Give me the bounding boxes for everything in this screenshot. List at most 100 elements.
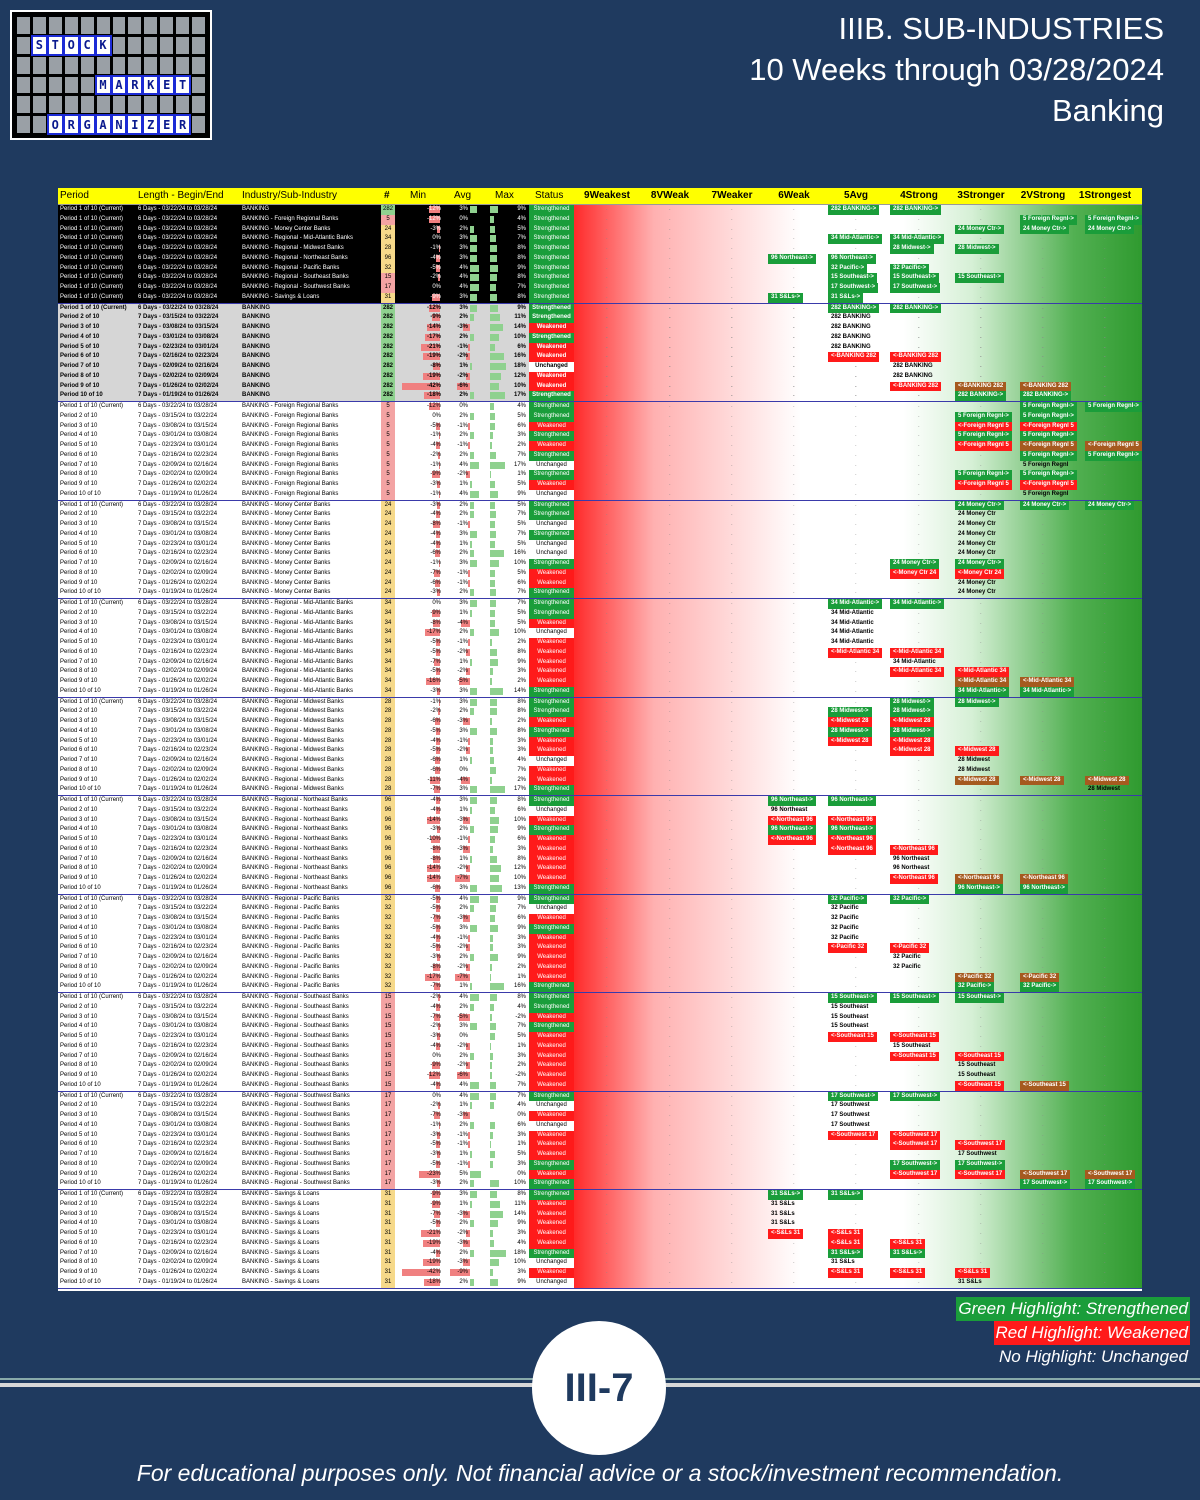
empty-rating-cell: .	[731, 1072, 733, 1078]
empty-rating-cell: .	[918, 254, 920, 261]
empty-rating-cell: .	[669, 1042, 671, 1049]
status-cell: Strengthened	[529, 292, 574, 303]
empty-rating-cell: .	[980, 215, 982, 222]
empty-rating-cell: .	[1104, 875, 1106, 881]
empty-rating-cell: .	[606, 1259, 608, 1266]
empty-rating-cell: .	[669, 304, 671, 311]
status-cell: Strengthened	[529, 697, 574, 708]
empty-rating-cell: .	[793, 1160, 795, 1167]
avg-bar	[470, 727, 477, 735]
empty-rating-cell: .	[606, 540, 608, 547]
empty-rating-cell: .	[606, 658, 608, 665]
rating-label: <-Money Ctr 24	[890, 568, 940, 579]
empty-rating-cell: .	[1104, 1121, 1106, 1128]
rating-label: <-Pacific 32	[890, 943, 930, 953]
logo-letter: C	[78, 34, 96, 56]
min-bar	[431, 471, 440, 479]
status-cell: Unchanged	[529, 539, 574, 550]
empty-rating-cell: .	[1104, 1023, 1106, 1030]
rating-label: <-BANKING 282	[955, 381, 1007, 392]
avg-cell: 2%	[459, 954, 468, 960]
sub-industry-group: Period 1 of 10 (Current) 6 Days - 03/22/2…	[58, 500, 1142, 599]
empty-rating-cell: .	[918, 687, 920, 694]
min-bar	[431, 1191, 440, 1198]
empty-rating-cell: .	[980, 963, 982, 970]
empty-rating-cell: .	[918, 973, 920, 980]
avg-cell: 3%	[459, 1023, 468, 1030]
count-cell: 17	[381, 1101, 395, 1111]
length-cell: 7 Days - 02/02/24 to 02/09/24	[138, 569, 218, 576]
length-cell: 6 Days - 03/22/24 to 03/28/24	[138, 403, 218, 409]
period-cell: Period 5 of 10	[60, 442, 98, 448]
heat-band	[574, 402, 1142, 412]
industry-cell: BANKING - Regional - Southeast Banks	[242, 1013, 349, 1020]
logo-tile	[160, 56, 174, 74]
logo-tile	[176, 56, 190, 74]
period-cell: Period 1 of 10 (Current)	[60, 254, 124, 261]
empty-rating-cell: .	[855, 1220, 857, 1227]
rating-label: 15 Southeast	[831, 1023, 869, 1030]
empty-rating-cell: .	[980, 1112, 982, 1118]
empty-rating-cell: .	[731, 1239, 733, 1246]
empty-rating-cell: .	[606, 501, 608, 508]
max-cell: 5%	[517, 609, 526, 616]
empty-rating-cell: .	[980, 304, 982, 311]
length-cell: 7 Days - 01/26/24 to 02/02/24	[138, 1170, 218, 1177]
empty-rating-cell: .	[669, 1239, 671, 1246]
rating-label: 32 Pacific->	[828, 263, 868, 274]
empty-rating-cell: .	[731, 994, 733, 1000]
avg-cell: 2%	[459, 392, 468, 399]
empty-rating-cell: .	[793, 934, 795, 941]
period-cell: Period 10 of 10	[60, 392, 103, 399]
logo-tile	[128, 96, 142, 114]
logo-tile	[32, 76, 46, 94]
industry-cell: BANKING	[242, 324, 270, 330]
industry-cell: BANKING - Regional - Pacific Banks	[242, 934, 340, 941]
empty-rating-cell: .	[918, 293, 920, 300]
count-cell: 34	[381, 647, 395, 658]
empty-rating-cell: .	[669, 579, 671, 586]
max-cell: 10%	[513, 629, 526, 636]
avg-bar	[467, 934, 470, 942]
status-cell: Strengthened	[529, 402, 574, 412]
avg-cell: -2%	[457, 747, 468, 754]
empty-rating-cell: .	[606, 1210, 608, 1217]
rating-label: <-Northeast 96	[828, 844, 876, 855]
avg-cell: 2%	[459, 550, 468, 557]
logo-letter: A	[110, 74, 128, 96]
max-bar	[490, 944, 493, 952]
logo-tile	[17, 36, 30, 54]
industry-cell: BANKING - Regional - Mid-Atlantic Banks	[242, 619, 354, 626]
rating-label: <-S&Ls 31	[768, 1229, 804, 1239]
empty-rating-cell: .	[731, 511, 733, 518]
empty-rating-cell: .	[918, 550, 920, 557]
empty-rating-cell: .	[731, 560, 733, 566]
empty-rating-cell: .	[1104, 757, 1106, 763]
max-cell: -2%	[515, 1072, 526, 1078]
min-bar	[435, 747, 440, 755]
empty-rating-cell: .	[918, 1151, 920, 1157]
max-bar	[490, 490, 499, 498]
heat-band	[574, 953, 1142, 963]
empty-rating-cell: .	[1104, 944, 1106, 951]
max-cell: 7%	[517, 530, 526, 537]
table-row: Period 4 of 10 7 Days - 03/01/24 to 03/08…	[58, 1219, 1142, 1229]
empty-rating-cell: .	[793, 619, 795, 626]
avg-bar	[456, 1072, 470, 1079]
avg-bar	[467, 521, 470, 528]
empty-rating-cell: .	[1104, 1141, 1106, 1148]
empty-rating-cell: .	[1042, 658, 1044, 665]
rating-label: 28 Midwest->	[890, 697, 934, 708]
empty-rating-cell: .	[1042, 934, 1044, 941]
empty-rating-cell: .	[793, 521, 795, 527]
length-cell: 6 Days - 03/22/24 to 03/28/24	[138, 1191, 218, 1197]
avg-cell: 3%	[459, 600, 468, 606]
period-cell: Period 8 of 10	[60, 865, 98, 872]
table-row: Period 2 of 10 7 Days - 03/15/24 to 03/22…	[58, 411, 1142, 422]
empty-rating-cell: .	[1104, 579, 1106, 586]
empty-rating-cell: .	[669, 1033, 671, 1039]
logo-tile	[144, 96, 158, 114]
length-cell: 7 Days - 03/15/24 to 03/22/24	[138, 412, 218, 419]
rating-label: 96 Northeast->	[768, 796, 816, 806]
rating-label: <-Midwest 28	[955, 775, 999, 786]
